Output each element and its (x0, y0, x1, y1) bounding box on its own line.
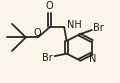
Text: Br: Br (93, 23, 104, 33)
Text: O: O (34, 28, 42, 38)
Text: N: N (89, 54, 97, 64)
Text: Br: Br (42, 53, 53, 63)
Text: NH: NH (67, 20, 82, 30)
Text: O: O (46, 1, 54, 11)
